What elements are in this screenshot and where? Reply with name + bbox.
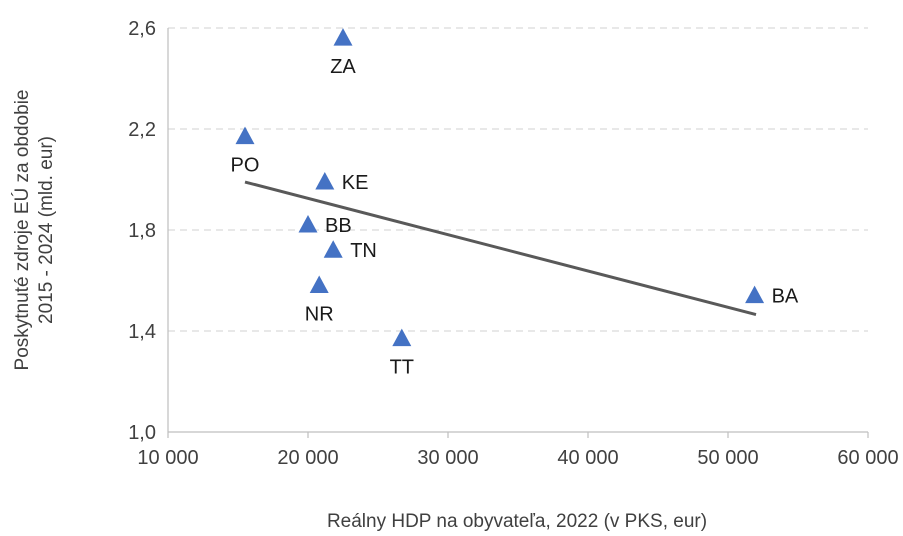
- x-tick-label: 20 000: [277, 447, 338, 469]
- y-tick-label: 1,4: [128, 321, 156, 343]
- x-tick-label: 10 000: [137, 447, 198, 469]
- point-label-za: ZA: [330, 56, 356, 78]
- y-axis-title-line-2: 2015 - 2024 (mld. eur): [36, 136, 57, 324]
- data-point-labels: ZA PO KE BB TN NR TT BA: [231, 56, 799, 378]
- y-axis-title-line-1: Poskytnuté zdroje EÚ za obdobie: [11, 90, 33, 371]
- x-axis-tick-labels: 10 000 20 000 30 000 40 000 50 000 60 000: [137, 447, 898, 469]
- y-tick-label: 1,8: [128, 220, 156, 242]
- point-label-tn: TN: [350, 240, 377, 262]
- point-label-ba: BA: [772, 286, 799, 308]
- point-label-nr: NR: [305, 304, 334, 326]
- data-points: [235, 28, 765, 347]
- point-label-ke: KE: [342, 172, 369, 194]
- point-bb: [298, 214, 318, 233]
- point-ke: [315, 172, 335, 190]
- axes: [167, 28, 869, 438]
- x-tick-label: 60 000: [837, 447, 898, 469]
- y-axis-tick-labels: 1,0 1,4 1,8 2,2 2,6: [128, 18, 156, 444]
- y-tick-label: 1,0: [128, 422, 156, 444]
- point-label-po: PO: [231, 155, 260, 177]
- y-tick-label: 2,6: [128, 18, 156, 40]
- point-label-bb: BB: [325, 215, 352, 237]
- point-za: [333, 28, 353, 46]
- gridlines: [168, 27, 868, 332]
- point-tt: [392, 328, 412, 347]
- point-label-tt: TT: [390, 357, 414, 379]
- point-ba: [745, 285, 765, 304]
- trendline: [244, 180, 757, 317]
- x-tick-label: 50 000: [697, 447, 758, 469]
- point-tn: [323, 240, 343, 258]
- point-nr: [309, 275, 329, 294]
- trendline-layer: [244, 180, 757, 317]
- point-po: [235, 126, 255, 145]
- x-tick-label: 40 000: [557, 447, 618, 469]
- x-axis-title: Reálny HDP na obyvateľa, 2022 (v PKS, eu…: [327, 511, 707, 532]
- x-tick-label: 30 000: [417, 447, 478, 469]
- y-tick-label: 2,2: [128, 119, 156, 141]
